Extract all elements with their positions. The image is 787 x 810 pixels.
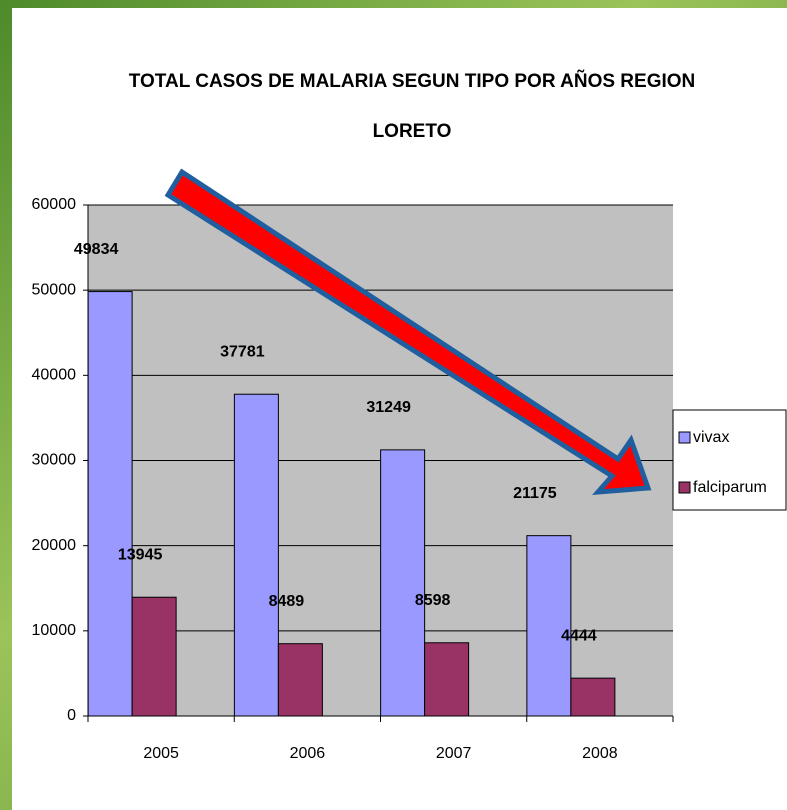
data-label: 21175 — [513, 485, 557, 502]
data-label: 4444 — [561, 627, 597, 644]
x-tick-label: 2005 — [143, 745, 179, 762]
y-tick-label: 50000 — [32, 281, 77, 298]
x-tick-label: 2008 — [582, 745, 618, 762]
data-label: 37781 — [220, 343, 265, 360]
legend-label: falciparum — [693, 479, 767, 496]
bar — [87, 291, 133, 717]
data-label: 49834 — [74, 241, 119, 258]
chart-title: TOTAL CASOS DE MALARIA SEGUN TIPO POR AÑ… — [129, 70, 696, 142]
y-tick-label: 0 — [67, 707, 76, 724]
bar — [277, 643, 323, 717]
bar — [526, 535, 572, 717]
bar — [570, 677, 616, 717]
x-tick-label: 2006 — [290, 745, 326, 762]
y-tick-label: 40000 — [32, 367, 77, 384]
x-tick-label: 2007 — [436, 745, 472, 762]
data-label: 31249 — [366, 399, 411, 416]
y-tick-label: 10000 — [32, 622, 77, 639]
y-tick-label: 20000 — [32, 537, 77, 554]
data-label: 8598 — [415, 592, 451, 609]
legend-swatch — [678, 481, 691, 494]
bar — [380, 449, 426, 717]
legend-label: vivax — [693, 429, 729, 446]
data-label: 13945 — [118, 546, 163, 563]
y-tick-label: 60000 — [32, 196, 77, 213]
legend-box — [672, 409, 787, 511]
trend-arrow — [164, 168, 652, 495]
bar — [131, 596, 177, 717]
data-label: 8489 — [269, 593, 305, 610]
bar — [233, 393, 279, 717]
bar — [424, 642, 470, 717]
legend-swatch — [678, 431, 691, 444]
y-tick-label: 30000 — [32, 452, 77, 469]
